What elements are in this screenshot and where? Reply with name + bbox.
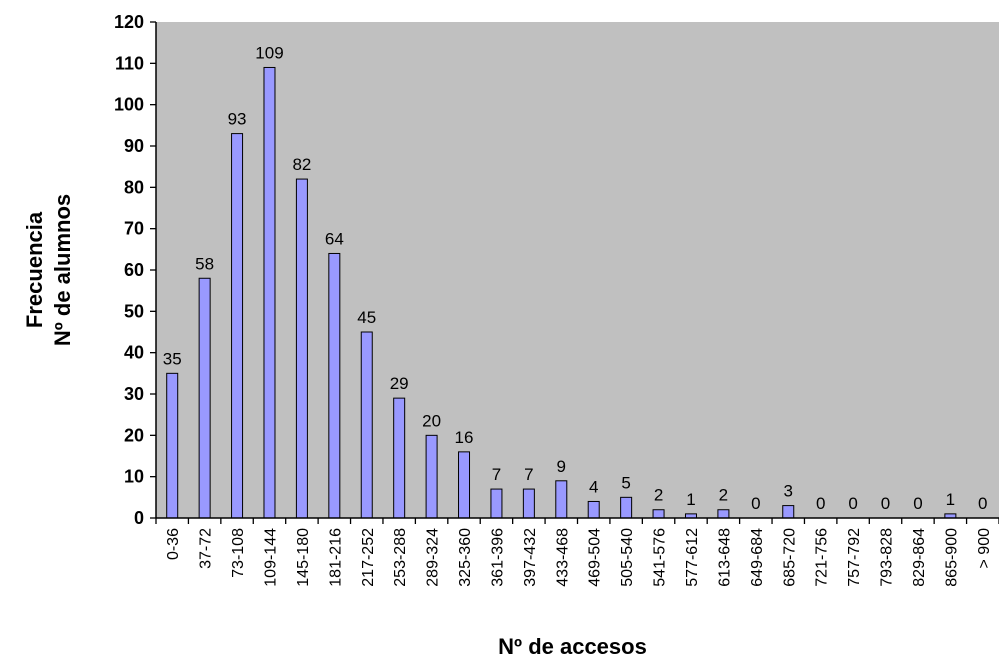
data-label: 4 bbox=[589, 477, 598, 496]
x-tick-label: 577-612 bbox=[684, 528, 701, 587]
x-tick-label: 325-360 bbox=[457, 528, 474, 587]
data-label: 58 bbox=[195, 254, 214, 273]
data-label: 0 bbox=[816, 494, 825, 513]
y-tick-label: 30 bbox=[124, 384, 144, 404]
bar bbox=[231, 133, 244, 519]
bar bbox=[458, 451, 471, 519]
data-label: 1 bbox=[686, 490, 695, 509]
y-tick-label: 40 bbox=[124, 343, 144, 363]
data-label: 2 bbox=[719, 486, 728, 505]
bar bbox=[522, 488, 535, 519]
y-axis-title-line-2: Nº de alumnos bbox=[50, 194, 75, 346]
x-tick-label: 793-828 bbox=[879, 528, 896, 587]
y-tick-label: 0 bbox=[134, 508, 144, 528]
bar bbox=[328, 252, 341, 519]
bar bbox=[393, 397, 406, 519]
x-tick-label: 613-648 bbox=[716, 528, 733, 587]
x-tick-label: 721-756 bbox=[814, 528, 831, 587]
x-tick-label: 109-144 bbox=[262, 528, 279, 587]
data-label: 3 bbox=[784, 482, 793, 501]
x-tick-label: 181-216 bbox=[327, 528, 344, 587]
x-tick-label: 469-504 bbox=[587, 528, 604, 587]
x-tick-label: 685-720 bbox=[781, 528, 798, 587]
y-tick-label: 20 bbox=[124, 425, 144, 445]
x-tick-label: > 900 bbox=[976, 528, 993, 569]
x-tick-label: 757-792 bbox=[846, 528, 863, 587]
y-tick-label: 120 bbox=[114, 12, 144, 32]
data-label: 93 bbox=[228, 110, 247, 129]
bar bbox=[620, 496, 633, 519]
x-tick-label: 505-540 bbox=[619, 528, 636, 587]
data-label: 35 bbox=[163, 349, 182, 368]
data-label: 7 bbox=[524, 465, 533, 484]
data-label: 29 bbox=[390, 374, 409, 393]
y-tick-label: 90 bbox=[124, 136, 144, 156]
x-tick-label: 397-432 bbox=[522, 528, 539, 587]
y-axis-title-line-1: Frecuencia bbox=[22, 211, 47, 328]
x-tick-label: 361-396 bbox=[489, 528, 506, 587]
x-tick-label: 289-324 bbox=[425, 528, 442, 587]
x-tick-label: 433-468 bbox=[554, 528, 571, 587]
data-label: 45 bbox=[357, 308, 376, 327]
data-label: 0 bbox=[848, 494, 857, 513]
x-axis-title: Nº de accesos bbox=[498, 634, 647, 659]
bar bbox=[360, 331, 373, 519]
y-axis-ticks: 0 10 20 30 40 50 60 70 80 90 100 110 120 bbox=[114, 12, 156, 528]
x-tick-label: 73-108 bbox=[230, 528, 247, 578]
bar bbox=[198, 277, 211, 519]
x-tick-label: 0-36 bbox=[165, 528, 182, 560]
data-label: 1 bbox=[946, 490, 955, 509]
data-label: 20 bbox=[422, 411, 441, 430]
bar bbox=[555, 480, 568, 519]
bar bbox=[166, 372, 179, 519]
x-tick-label: 829-864 bbox=[911, 528, 928, 587]
x-axis-ticks: 0-36 37-72 73-108 109-144 145-180 181-216 217-… bbox=[155, 518, 999, 587]
bar bbox=[295, 178, 308, 519]
bar bbox=[782, 505, 795, 519]
x-tick-label: 217-252 bbox=[360, 528, 377, 587]
data-label: 5 bbox=[621, 473, 630, 492]
x-tick-label: 145-180 bbox=[295, 528, 312, 587]
data-label: 0 bbox=[881, 494, 890, 513]
y-tick-label: 100 bbox=[114, 95, 144, 115]
y-tick-label: 70 bbox=[124, 219, 144, 239]
data-label: 109 bbox=[255, 43, 283, 62]
data-label: 0 bbox=[913, 494, 922, 513]
data-label: 64 bbox=[325, 229, 344, 248]
y-tick-label: 110 bbox=[115, 53, 144, 73]
x-tick-label: 541-576 bbox=[652, 528, 669, 587]
x-tick-label: 649-684 bbox=[749, 528, 766, 587]
x-tick-label: 37-72 bbox=[198, 528, 215, 569]
data-label: 9 bbox=[557, 457, 566, 476]
x-tick-label: 253-288 bbox=[392, 528, 409, 587]
bar bbox=[652, 509, 665, 519]
data-label: 2 bbox=[654, 486, 663, 505]
y-tick-label: 80 bbox=[124, 177, 144, 197]
y-tick-label: 60 bbox=[124, 260, 144, 280]
bar bbox=[717, 509, 730, 519]
x-tick-label: 865-900 bbox=[943, 528, 960, 587]
data-label: 0 bbox=[978, 494, 987, 513]
data-label: 0 bbox=[751, 494, 760, 513]
y-tick-label: 10 bbox=[124, 467, 144, 487]
data-label: 16 bbox=[455, 428, 474, 447]
plot-area bbox=[156, 22, 999, 518]
y-tick-label: 50 bbox=[124, 301, 144, 321]
bar bbox=[263, 66, 276, 519]
bar bbox=[425, 434, 438, 519]
data-label: 7 bbox=[492, 465, 501, 484]
bar bbox=[587, 500, 600, 519]
bar bbox=[490, 488, 503, 519]
data-label: 82 bbox=[292, 155, 311, 174]
